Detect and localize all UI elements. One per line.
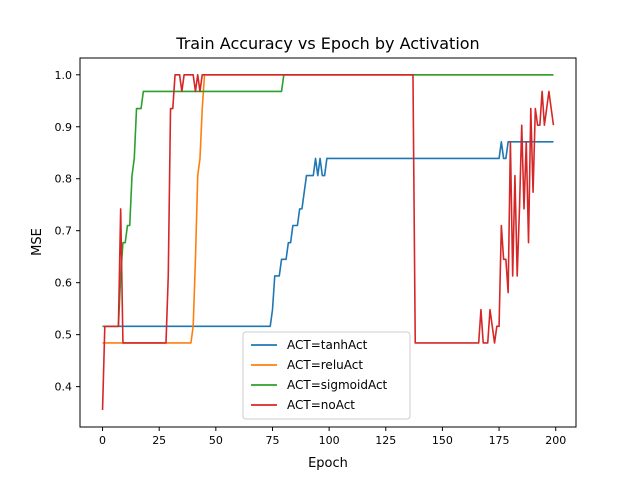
legend-label-0: ACT=tanhAct xyxy=(287,338,368,352)
y-tick-label: 1.0 xyxy=(55,69,73,82)
y-tick-label: 0.6 xyxy=(55,277,73,290)
y-ticks: 0.4 0.5 0.6 0.7 0.8 0.9 1.0 xyxy=(55,69,80,394)
series-line-3 xyxy=(101,73,555,411)
x-axis-label: Epoch xyxy=(308,456,348,471)
x-tick-label: 200 xyxy=(545,434,566,447)
axes-frame xyxy=(79,57,577,428)
x-ticks: 0 25 50 75 100 125 150 175 200 xyxy=(99,427,566,447)
legend-label-3: ACT=noAct xyxy=(287,398,355,412)
x-tick-label: 150 xyxy=(432,434,453,447)
y-tick-label: 0.5 xyxy=(55,329,73,342)
x-tick-label: 125 xyxy=(375,434,396,447)
chart-title: Train Accuracy vs Epoch by Activation xyxy=(175,34,479,53)
y-axis-label: MSE xyxy=(30,228,45,256)
legend-label-2: ACT=sigmoidAct xyxy=(287,378,388,392)
y-tick-label: 0.9 xyxy=(55,121,73,134)
y-tick-label: 0.8 xyxy=(55,173,73,186)
series-layer xyxy=(101,73,555,411)
legend-label-1: ACT=reluAct xyxy=(287,358,363,372)
x-tick-label: 0 xyxy=(99,434,106,447)
x-tick-label: 175 xyxy=(489,434,510,447)
x-tick-label: 75 xyxy=(265,434,279,447)
series-line-1 xyxy=(102,73,554,344)
x-tick-label: 25 xyxy=(152,434,166,447)
x-tick-label: 50 xyxy=(209,434,223,447)
legend: ACT=tanhAct ACT=reluAct ACT=sigmoidAct ACT=… xyxy=(242,331,411,420)
x-tick-label: 100 xyxy=(319,434,340,447)
legend-box xyxy=(242,331,411,420)
y-tick-label: 0.4 xyxy=(55,381,73,394)
y-tick-label: 0.7 xyxy=(55,225,73,238)
series-line-0 xyxy=(102,141,554,328)
